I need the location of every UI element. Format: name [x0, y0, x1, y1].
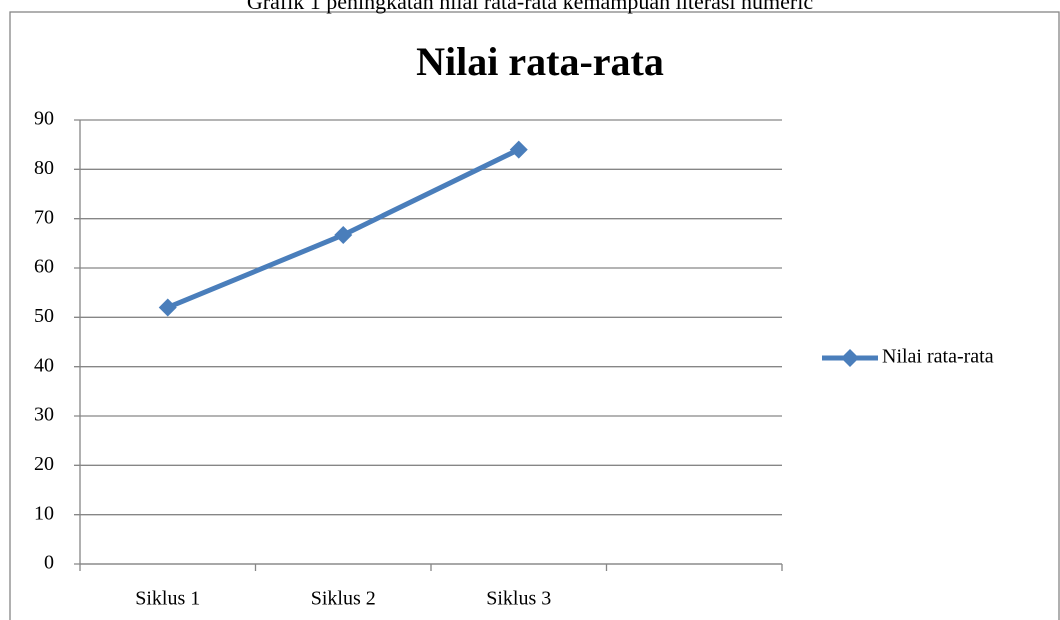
y-tick-label: 10 — [34, 502, 54, 524]
y-tick-label: 70 — [34, 206, 54, 228]
caption: Grafik 1 peningkatan nilai rata-rata kem… — [247, 0, 813, 14]
y-tick-label: 30 — [34, 404, 54, 426]
y-tick-label: 0 — [44, 552, 54, 574]
y-tick-label: 90 — [34, 108, 54, 130]
y-tick-label: 20 — [34, 453, 54, 475]
legend-label: Nilai rata-rata — [882, 346, 994, 368]
point — [334, 225, 353, 244]
y-tick-label: 80 — [34, 157, 54, 179]
x-tick-label: Siklus 3 — [486, 588, 551, 610]
chart-title: Nilai rata-rata — [416, 39, 664, 84]
y-tick-label: 40 — [34, 354, 54, 376]
point — [158, 298, 177, 317]
y-tick-label: 50 — [34, 305, 54, 327]
point — [509, 140, 528, 159]
x-tick-label: Siklus 1 — [135, 588, 200, 610]
legend-marker — [841, 349, 859, 367]
x-tick-label: Siklus 2 — [311, 588, 376, 610]
chart-frame — [9, 11, 1060, 620]
y-tick-label: 60 — [34, 256, 54, 278]
